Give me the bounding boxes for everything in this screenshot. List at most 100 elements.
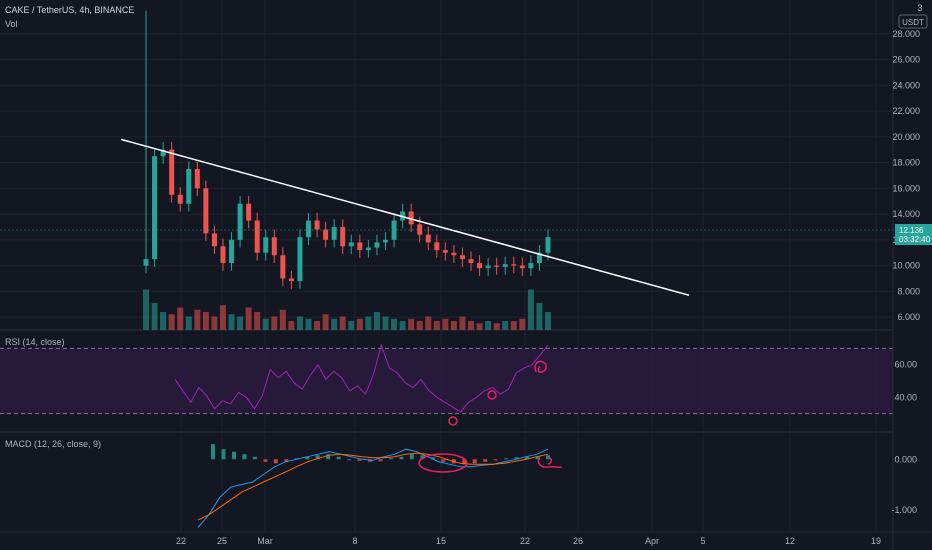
candle-body xyxy=(254,220,260,253)
volume-bar xyxy=(185,316,192,330)
price-tick-label: 26.000 xyxy=(892,55,920,65)
volume-bar xyxy=(211,316,218,330)
volume-bar xyxy=(510,321,517,330)
candle-body xyxy=(237,203,243,240)
volume-bar xyxy=(322,314,329,330)
candle-body xyxy=(169,149,175,195)
macd-hist-bar xyxy=(336,456,341,460)
time-tick-label: 8 xyxy=(352,536,357,546)
time-tick-label: 25 xyxy=(217,536,227,546)
price-tick-label: 16.000 xyxy=(892,183,920,193)
price-tag-value: 12.136 xyxy=(899,226,924,235)
macd-tick-label: -1.000 xyxy=(891,505,917,515)
time-tick-label: 19 xyxy=(871,536,881,546)
candle-body xyxy=(425,234,431,243)
candle-body xyxy=(408,211,414,225)
volume-bar xyxy=(262,318,269,330)
macd-hist-bar xyxy=(378,459,383,462)
candle-body xyxy=(229,239,235,264)
volume-bar xyxy=(408,318,415,330)
volume-label[interactable]: Vol xyxy=(5,19,18,29)
volume-bar xyxy=(305,318,312,330)
annotation-swirl-rsi-high xyxy=(534,360,547,373)
macd-hist-bar xyxy=(221,449,226,460)
candle-body xyxy=(365,247,371,251)
candle-body xyxy=(391,220,397,240)
candle-body xyxy=(271,237,277,256)
candle-body xyxy=(203,188,209,234)
volume-bar xyxy=(442,318,449,330)
macd-hist-bar xyxy=(357,459,362,461)
macd-hist-bar xyxy=(525,456,530,460)
candle-body xyxy=(357,242,363,251)
rsi-tick-label: 60.00 xyxy=(894,360,917,370)
candle-body xyxy=(152,156,158,260)
volume-bar xyxy=(536,303,543,330)
macd-hist-bar xyxy=(252,456,257,460)
rsi-line xyxy=(174,343,549,413)
price-tick-label: 18.000 xyxy=(892,158,920,168)
macd-hist-bar xyxy=(504,458,509,460)
candle-body xyxy=(468,259,474,264)
candle-body xyxy=(451,252,457,256)
candle-body xyxy=(485,265,491,269)
candle-body xyxy=(494,265,500,267)
macd-hist-bar xyxy=(242,454,247,460)
macd-hist-bar xyxy=(462,459,467,465)
macd-hist-bar xyxy=(420,455,425,460)
volume-bar xyxy=(485,321,492,330)
symbol-title[interactable]: CAKE / TetherUS, 4h, BINANCE xyxy=(5,5,134,15)
candle-body xyxy=(314,220,320,230)
volume-bar xyxy=(339,316,346,330)
macd-hist-bar xyxy=(472,459,477,464)
candle-body xyxy=(374,242,380,248)
price-tick-label: 8.000 xyxy=(897,286,920,296)
price-tick-label: 20.000 xyxy=(892,132,920,142)
volume-bar xyxy=(254,312,261,330)
time-tick-label: 26 xyxy=(573,536,583,546)
volume-series xyxy=(143,289,551,330)
candle-body xyxy=(263,237,269,253)
candle-body xyxy=(220,246,226,264)
volume-bar xyxy=(151,303,158,330)
volume-bar xyxy=(365,316,372,330)
macd-label[interactable]: MACD (12, 26, close, 9) xyxy=(5,439,101,449)
volume-bar xyxy=(391,318,398,330)
volume-bar xyxy=(288,321,295,330)
volume-bar xyxy=(502,321,509,330)
candle-body xyxy=(348,242,354,247)
rsi-label[interactable]: RSI (14, close) xyxy=(5,337,65,347)
volume-bar xyxy=(219,305,226,330)
currency-badge[interactable] xyxy=(898,14,928,29)
volume-bar xyxy=(399,321,406,330)
candle-body xyxy=(442,250,448,253)
candle-body xyxy=(246,203,252,221)
candle-body xyxy=(340,226,346,247)
macd-hist-bar xyxy=(347,459,352,461)
volume-bar xyxy=(468,321,475,330)
candle-body xyxy=(528,263,534,269)
candle-body xyxy=(323,229,329,240)
price-tick-label: 10.000 xyxy=(892,261,920,271)
annotation-circle-rsi-low xyxy=(448,416,458,426)
candle-body xyxy=(477,263,483,269)
volume-bar xyxy=(143,289,149,330)
macd-hist-bar xyxy=(231,451,236,460)
macd-hist-bar xyxy=(263,459,268,462)
macd-hist-bar xyxy=(493,459,498,461)
candle-body xyxy=(434,242,440,251)
macd-hist-bar xyxy=(273,459,278,464)
macd-hist-bar xyxy=(409,454,414,460)
candle-body xyxy=(511,264,517,266)
candle-body xyxy=(297,237,303,282)
trendline[interactable] xyxy=(120,138,690,296)
candle-body xyxy=(160,149,166,157)
time-tick-label: Mar xyxy=(257,536,273,546)
volume-bar xyxy=(245,307,252,330)
macd-hist-bar xyxy=(326,454,331,460)
macd-hist-bar xyxy=(535,456,540,460)
candle-body xyxy=(502,264,508,267)
volume-bar xyxy=(228,314,235,330)
volume-bar xyxy=(476,323,483,330)
